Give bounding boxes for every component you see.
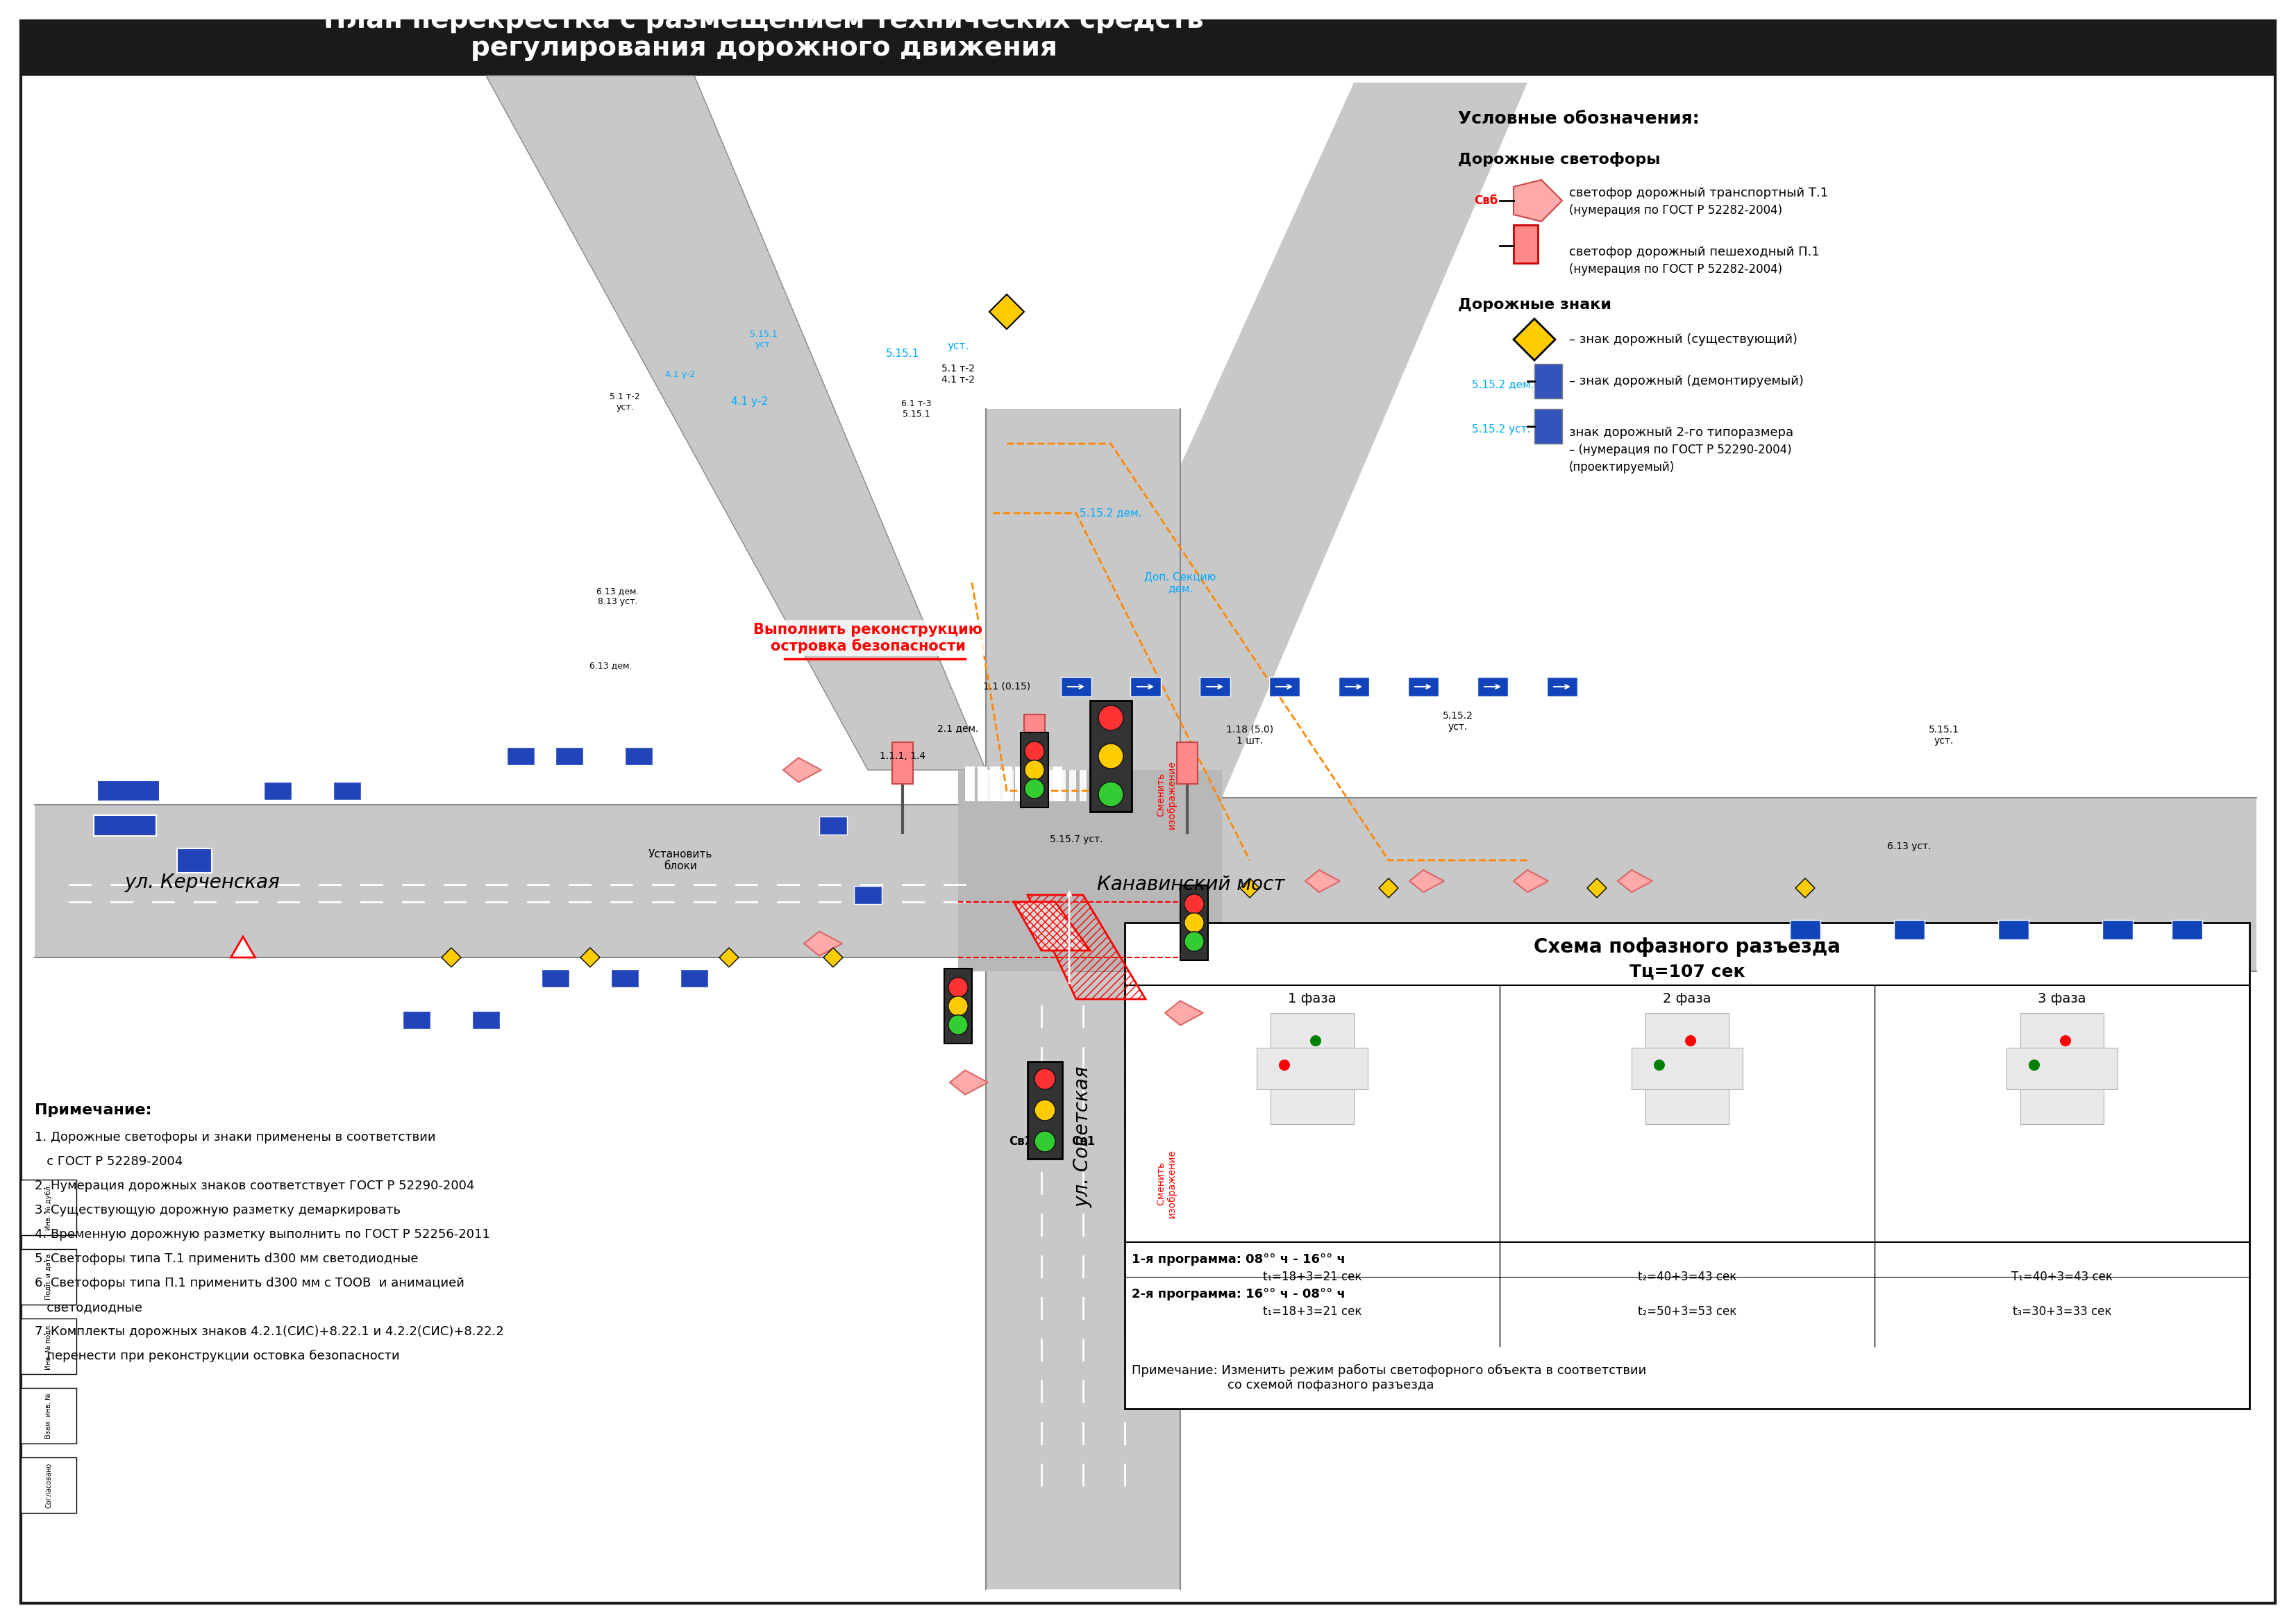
Text: 2.1 дем.: 2.1 дем. <box>937 723 978 732</box>
Bar <box>21 1249 76 1304</box>
Bar <box>854 887 882 905</box>
Text: Канавинский мост: Канавинский мост <box>1097 875 1286 895</box>
Text: 5. Светофоры типа Т.1 применить d300 мм светодиодные: 5. Светофоры типа Т.1 применить d300 мм … <box>34 1252 418 1265</box>
Circle shape <box>1279 1059 1290 1070</box>
Bar <box>333 781 360 801</box>
Bar <box>1646 1013 1729 1124</box>
Circle shape <box>1035 1069 1056 1090</box>
Bar <box>1040 767 1049 801</box>
Bar <box>1019 732 1049 807</box>
Text: 6. Светофоры типа П.1 применить d300 мм с ТООВ  и анимацией: 6. Светофоры типа П.1 применить d300 мм … <box>34 1276 464 1289</box>
Bar <box>1548 677 1577 697</box>
Bar <box>1003 767 1013 801</box>
Text: 1.18 (5.0)
1 шт.: 1.18 (5.0) 1 шт. <box>1226 724 1274 745</box>
Text: 1. Дорожные светофоры и знаки применены в соответствии: 1. Дорожные светофоры и знаки применены … <box>34 1130 436 1143</box>
Bar <box>1476 677 1508 697</box>
Bar <box>2103 919 2133 939</box>
Bar <box>264 781 292 801</box>
Circle shape <box>1024 780 1045 799</box>
Polygon shape <box>487 76 985 770</box>
Polygon shape <box>1619 870 1653 892</box>
Text: T₁=40+3=43 сек: T₁=40+3=43 сек <box>2011 1270 2112 1283</box>
Text: 5.15.2 дем.: 5.15.2 дем. <box>1472 380 1534 390</box>
Text: Свб: Свб <box>1474 195 1497 206</box>
Text: Дорожные знаки: Дорожные знаки <box>1458 297 1612 312</box>
Text: План перекрестка с размещением технических средств: План перекрестка с размещением техническ… <box>324 6 1203 34</box>
Circle shape <box>2060 1034 2071 1046</box>
Polygon shape <box>990 294 1024 330</box>
Circle shape <box>1035 1130 1056 1151</box>
Bar <box>1180 885 1208 960</box>
Text: 2-я программа: 16°° ч - 08°° ч: 2-я программа: 16°° ч - 08°° ч <box>1132 1288 1345 1301</box>
Text: 7. Комплекты дорожных знаков 4.2.1(СИС)+8.22.1 и 4.2.2(СИС)+8.22.2: 7. Комплекты дорожных знаков 4.2.1(СИС)+… <box>34 1325 503 1338</box>
Text: светофор дорожный пешеходный П.1: светофор дорожный пешеходный П.1 <box>1568 245 1818 258</box>
Text: регулирования дорожного движения: регулирования дорожного движения <box>471 34 1056 62</box>
Text: Установить
блоки: Установить блоки <box>647 849 712 872</box>
Bar <box>1052 767 1063 801</box>
Circle shape <box>948 978 969 997</box>
Text: Примечание:: Примечание: <box>34 1103 152 1117</box>
Circle shape <box>1653 1059 1665 1070</box>
Polygon shape <box>783 758 822 783</box>
Bar <box>1270 677 1300 697</box>
Circle shape <box>1311 1034 1320 1046</box>
Text: 5.15.7 уст.: 5.15.7 уст. <box>1049 835 1102 844</box>
Bar <box>625 747 652 765</box>
Text: 6.13 дем.
8.13 уст.: 6.13 дем. 8.13 уст. <box>597 586 638 606</box>
Bar <box>1998 919 2030 939</box>
Circle shape <box>1035 1099 1056 1121</box>
Bar <box>1894 919 1924 939</box>
Text: 5.15.1
уст.: 5.15.1 уст. <box>751 330 778 349</box>
Bar <box>2020 1013 2103 1124</box>
Bar <box>1017 770 1024 801</box>
Bar <box>1407 677 1440 697</box>
Bar <box>1791 919 1821 939</box>
Bar <box>1040 767 1049 801</box>
Circle shape <box>1097 781 1123 807</box>
Bar <box>978 767 987 801</box>
Text: t₃=30+3=33 сек: t₃=30+3=33 сек <box>2014 1306 2112 1317</box>
Bar <box>1024 715 1045 757</box>
Polygon shape <box>951 1070 987 1095</box>
Circle shape <box>1185 913 1203 932</box>
Bar <box>1070 770 1077 801</box>
Bar <box>1006 770 1013 801</box>
Text: 4. Временную дорожную разметку выполнить по ГОСТ Р 52256-2011: 4. Временную дорожную разметку выполнить… <box>34 1228 489 1241</box>
Bar <box>611 970 638 987</box>
Text: Тц=107 сек: Тц=107 сек <box>1630 963 1745 979</box>
Circle shape <box>1185 932 1203 952</box>
Bar <box>985 409 1180 1590</box>
Text: 5.15.2 уст.: 5.15.2 уст. <box>1472 424 1531 435</box>
Bar <box>964 767 976 801</box>
Bar <box>94 815 156 836</box>
Circle shape <box>1185 895 1203 914</box>
Bar <box>1015 767 1024 801</box>
Text: Дорожные светофоры: Дорожные светофоры <box>1458 153 1660 167</box>
Bar <box>21 1389 76 1444</box>
Polygon shape <box>1380 879 1398 898</box>
Text: перенести при реконструкции остовка безопасности: перенести при реконструкции остовка безо… <box>34 1350 400 1363</box>
Text: Схема пофазного разъезда: Схема пофазного разъезда <box>1534 937 1841 957</box>
Text: t₂=40+3=43 сек: t₂=40+3=43 сек <box>1637 1270 1736 1283</box>
Polygon shape <box>1240 879 1261 898</box>
Bar <box>473 1010 501 1030</box>
Text: 1.1 (0.15): 1.1 (0.15) <box>983 682 1031 692</box>
Polygon shape <box>719 948 739 968</box>
Bar <box>21 21 2275 76</box>
Polygon shape <box>1410 870 1444 892</box>
Bar <box>1029 767 1038 801</box>
Text: Св2: Св2 <box>1008 1135 1033 1148</box>
Text: Доп. Секцию
дем.: Доп. Секцию дем. <box>1143 572 1217 594</box>
Text: Сменить
изображение: Сменить изображение <box>1155 1148 1178 1218</box>
Bar <box>996 770 1003 801</box>
Bar <box>1077 797 2257 971</box>
Bar <box>1256 1047 1368 1090</box>
Bar <box>1003 767 1013 801</box>
Bar <box>2172 919 2202 939</box>
Circle shape <box>1024 742 1045 762</box>
Bar <box>1091 700 1132 812</box>
Bar <box>1270 1013 1355 1124</box>
Text: 6.13 уст.: 6.13 уст. <box>1887 841 1931 851</box>
Text: 1-я программа: 08°° ч - 16°° ч: 1-я программа: 08°° ч - 16°° ч <box>1132 1254 1345 1265</box>
Bar <box>542 970 569 987</box>
